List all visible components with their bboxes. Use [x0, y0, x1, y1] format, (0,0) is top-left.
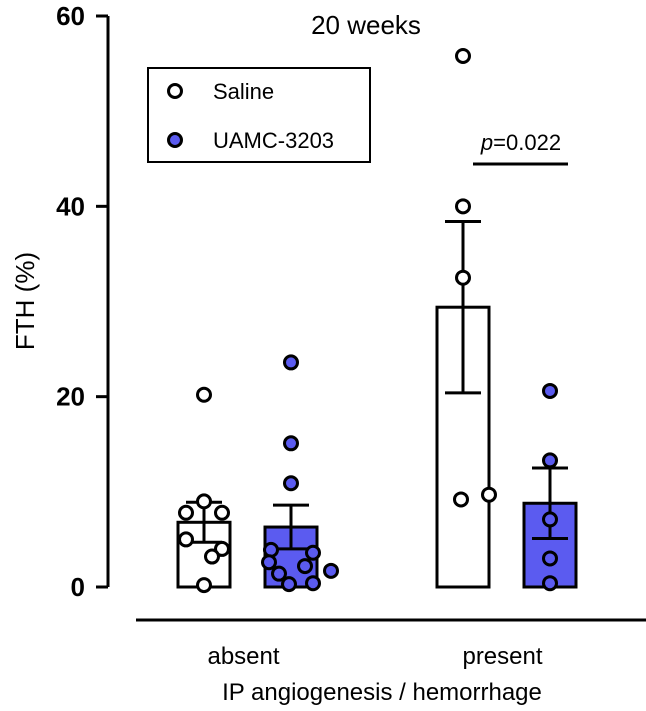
legend-label-saline: Saline	[213, 79, 274, 104]
chart-title: 20 weeks	[311, 10, 421, 40]
data-point	[283, 354, 299, 371]
data-point	[542, 382, 558, 399]
data-point	[196, 577, 212, 594]
data-point	[305, 544, 321, 561]
x-axis: absent present IP angiogenesis / hemorrha…	[136, 618, 646, 706]
x-axis-label: IP angiogenesis / hemorrhage	[222, 679, 542, 706]
data-point	[542, 575, 558, 592]
legend: Saline UAMC-3203	[147, 67, 371, 163]
data-point	[542, 511, 558, 528]
y-ticks: 0 20 40 60	[56, 1, 108, 602]
data-point	[283, 435, 299, 452]
data-point	[455, 47, 471, 64]
data-point	[323, 562, 339, 579]
data-point	[297, 558, 313, 575]
y-tick-label: 40	[56, 191, 85, 221]
data-point	[196, 493, 212, 510]
data-point	[263, 541, 279, 558]
data-point	[305, 575, 321, 592]
data-point	[281, 576, 297, 593]
data-point	[481, 486, 497, 503]
legend-label-uamc: UAMC-3203	[213, 128, 334, 153]
data-point	[453, 491, 469, 508]
y-axis-label: FTH (%)	[10, 252, 40, 350]
data-point	[214, 504, 230, 521]
data-point	[455, 198, 471, 215]
data-point	[178, 531, 194, 548]
data-point	[204, 548, 220, 565]
legend-marker-uamc	[167, 132, 183, 148]
data-point	[455, 269, 471, 286]
data-point	[261, 554, 277, 571]
significance-annotation: p=0.022	[473, 130, 568, 166]
y-tick-label: 20	[56, 382, 85, 412]
p-value-label: p=0.022	[480, 130, 561, 155]
data-points	[178, 47, 558, 594]
data-point	[271, 565, 287, 582]
y-tick-label: 0	[71, 572, 85, 602]
x-tick-label: absent	[207, 643, 279, 670]
data-point	[283, 475, 299, 492]
x-tick-label: present	[462, 643, 542, 670]
y-tick-label: 60	[56, 1, 85, 31]
data-point	[178, 504, 194, 521]
data-point	[214, 540, 230, 557]
legend-marker-saline	[167, 83, 183, 99]
legend-box	[147, 67, 371, 163]
bars	[176, 305, 578, 589]
data-point	[196, 386, 212, 403]
x-tick-labels: absent present	[207, 643, 542, 670]
y-axis: 0 20 40 60 FTH (%)	[10, 1, 110, 602]
data-point	[542, 550, 558, 567]
error-bars	[186, 220, 568, 551]
data-point	[542, 452, 558, 469]
